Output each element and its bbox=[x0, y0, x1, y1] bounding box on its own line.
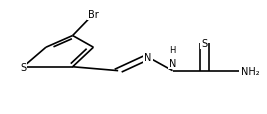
Text: H: H bbox=[169, 45, 176, 54]
Text: Br: Br bbox=[88, 10, 99, 20]
Text: N: N bbox=[169, 58, 176, 68]
Text: NH₂: NH₂ bbox=[241, 66, 260, 76]
Text: N: N bbox=[144, 53, 152, 62]
Text: S: S bbox=[20, 62, 26, 72]
Text: S: S bbox=[201, 39, 207, 49]
